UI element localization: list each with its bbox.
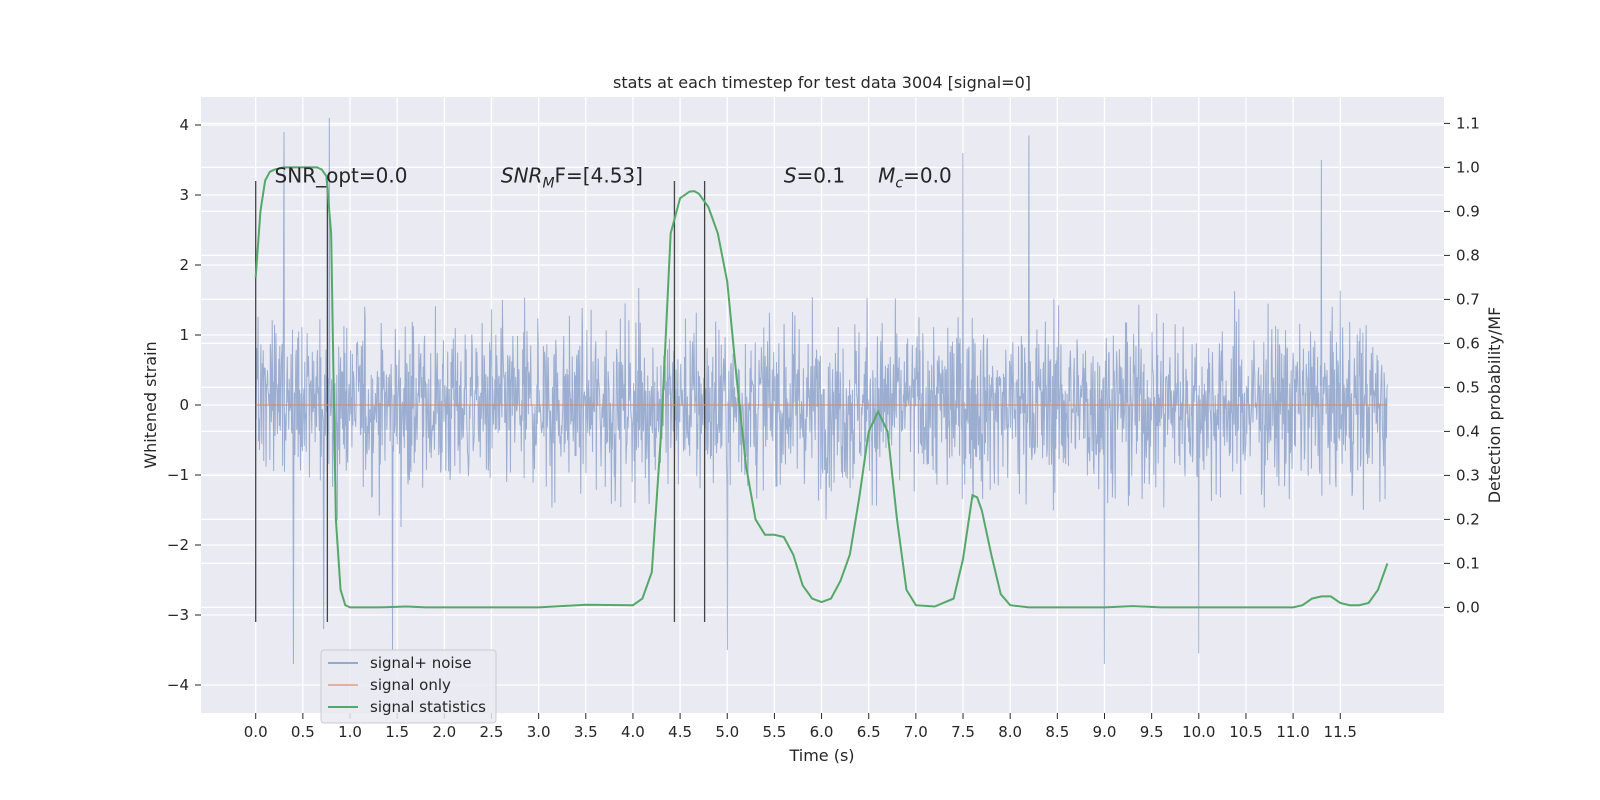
y2-tick-label: 0.6 — [1456, 334, 1480, 352]
x-tick-label: 1.0 — [338, 723, 362, 741]
x-tick-label: 10.5 — [1229, 723, 1262, 741]
x-tick-label: 11.5 — [1324, 723, 1357, 741]
x-tick-label: 3.0 — [527, 723, 551, 741]
y2-tick-label: 0.5 — [1456, 378, 1480, 396]
y-tick-label: −2 — [167, 536, 189, 554]
y2-axis-label: Detection probability/MF — [1485, 307, 1504, 504]
vertical-markers — [255, 181, 706, 622]
annotations: SNR_opt=0.0 SNRMF=[4.53] S=0.1 Mc=0.0 — [275, 163, 952, 191]
series-signal-statistics-line — [254, 166, 1389, 609]
legend-label-signal-noise: signal+ noise — [370, 654, 472, 672]
y-axis-label: Whitened strain — [141, 341, 160, 468]
y-tick-label: 3 — [179, 186, 189, 204]
x-tick-label: 0.5 — [291, 723, 315, 741]
x-tick-label: 3.5 — [574, 723, 598, 741]
x-tick-label: 0.0 — [244, 723, 268, 741]
x-tick-label: 2.0 — [432, 723, 456, 741]
y-tick-label: −3 — [167, 606, 189, 624]
x-tick-label: 6.0 — [810, 723, 834, 741]
x-tick-label: 7.5 — [951, 723, 975, 741]
x-tick-label: 11.0 — [1276, 723, 1309, 741]
legend-label-signal-statistics: signal statistics — [370, 698, 486, 716]
x-tick-label: 4.5 — [668, 723, 692, 741]
x-tick-label: 7.0 — [904, 723, 928, 741]
y-tick-label: 2 — [179, 256, 189, 274]
legend-box — [320, 649, 497, 724]
x-tick-label: 1.5 — [385, 723, 409, 741]
x-axis-label: Time (s) — [788, 746, 854, 765]
y2-tick-label: 1.0 — [1456, 158, 1480, 176]
x-tick-label: 5.5 — [762, 723, 786, 741]
y2-tick-label: 0.4 — [1456, 422, 1480, 440]
x-tick-label: 9.0 — [1093, 723, 1117, 741]
chart-title: stats at each timestep for test data 300… — [613, 73, 1031, 92]
x-tick-label: 6.5 — [857, 723, 881, 741]
x-tick-label: 8.0 — [998, 723, 1022, 741]
legend: signal+ noise signal only signal statist… — [320, 649, 497, 724]
x-tick-label: 2.5 — [480, 723, 504, 741]
y-tick-label: 4 — [179, 116, 189, 134]
y2-tick-label: 0.8 — [1456, 246, 1480, 264]
series-signal-noise-line — [255, 117, 1388, 665]
y2-tick-label: 0.9 — [1456, 202, 1480, 220]
y2-tick-label: 0.2 — [1456, 510, 1480, 528]
y-tick-label: 1 — [179, 326, 189, 344]
x-ticks: 0.0 0.5 1.0 1.5 2.0 2.5 3.0 3.5 4.0 4.5 5.0 5.5 6.0 6… — [244, 713, 1357, 741]
y2-tick-label: 0.3 — [1456, 466, 1480, 484]
x-tick-label: 4.0 — [621, 723, 645, 741]
annotation-1: SNRMF=[4.53] — [501, 163, 643, 191]
y2-ticks: 0.0 0.1 0.2 0.3 0.4 0.5 0.6 0.7 0.8 0.9 1.0 1.1 — [1444, 114, 1480, 616]
y-ticks: −4 −3 −2 −1 0 1 2 3 4 — [167, 116, 201, 694]
x-tick-label: 9.5 — [1140, 723, 1164, 741]
legend-label-signal-only: signal only — [370, 676, 451, 694]
annotation-2: S=0.1 — [784, 163, 845, 187]
annotation-3: Mc=0.0 — [878, 163, 952, 191]
line-series — [254, 166, 1389, 609]
y-tick-label: −1 — [167, 466, 189, 484]
y-tick-label: 0 — [179, 396, 189, 414]
noise-series — [255, 117, 1388, 665]
y2-tick-label: 1.1 — [1456, 114, 1480, 132]
y2-tick-label: 0.0 — [1456, 598, 1480, 616]
x-tick-label: 8.5 — [1045, 723, 1069, 741]
annotation-0: SNR_opt=0.0 — [275, 163, 408, 187]
x-tick-label: 10.0 — [1182, 723, 1215, 741]
y2-tick-label: 0.7 — [1456, 290, 1480, 308]
x-tick-label: 5.0 — [715, 723, 739, 741]
y2-tick-label: 0.1 — [1456, 554, 1480, 572]
y-tick-label: −4 — [167, 676, 189, 694]
